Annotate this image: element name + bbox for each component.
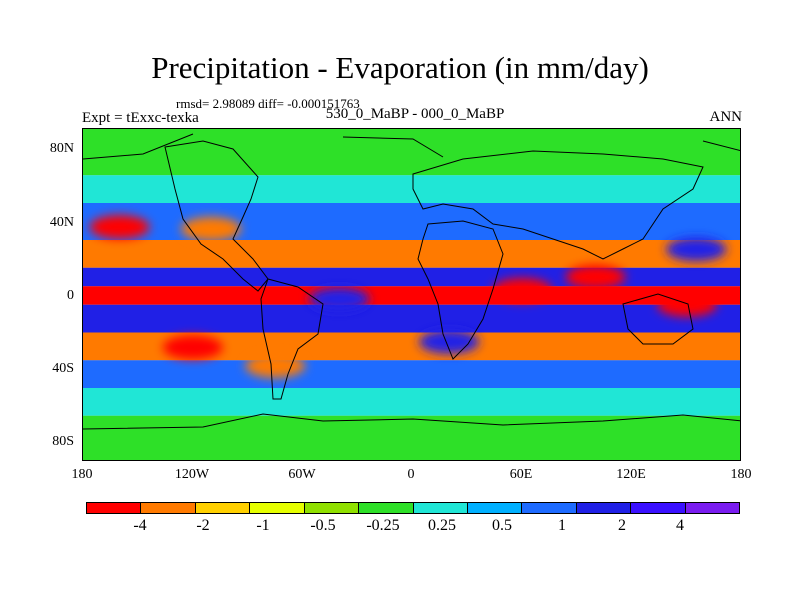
colorbar-label: 0.5 [492,517,512,534]
coastline-africa [417,220,504,360]
colorbar-label: 0.25 [428,517,456,534]
coastlines [83,133,740,430]
latitude-bands [83,129,740,460]
coastline-australia [622,293,694,345]
anomaly-patch [309,287,370,312]
latitude-band [83,286,740,305]
latitude-band [83,304,740,333]
lon-label-120e: 120E [616,467,646,482]
colorbar-label: -2 [196,517,210,534]
latitude-band [83,203,740,240]
latitude-band [83,129,740,176]
lat-label-0: 0 [67,288,74,303]
lat-label-80n: 80N [49,141,74,156]
colorbar-box-2 [141,503,196,513]
coastline-arctic [83,133,740,160]
lon-label-60e: 60E [509,467,533,482]
colorbar-box-1 [87,503,142,513]
lon-label-60w: 60W [288,467,316,482]
colorbar-label: 2 [618,517,626,534]
colorbar-box-7 [413,503,468,513]
colorbar-label: -1 [256,517,270,534]
colorbar [86,502,740,514]
latitude-band [83,415,740,460]
coastline-south-america [260,278,324,400]
lat-label-40n: 40N [49,215,74,230]
colorbar-box-4 [250,503,305,513]
coastline-north-america [164,140,269,292]
colorbar-box-9 [522,503,577,513]
colorbar-label: -4 [133,517,147,534]
colorbar-box-11 [631,503,686,513]
anomaly-patch [492,277,553,302]
colorbar-box-6 [359,503,414,513]
colorbar-box-10 [576,503,632,513]
map-title: Precipitation - Evaporation (in mm/day) [151,50,649,85]
latitude-band [83,388,740,416]
lon-label-180e: 180 [730,467,752,482]
colorbar-box-3 [195,503,251,513]
colorbar-label: -0.25 [366,517,400,534]
anomaly-patch [181,216,242,241]
anomaly-patch [666,237,727,262]
lon-label-120w: 120W [174,467,210,482]
comparison-label: 530_0_MaBP - 000_0_MaBP [325,106,505,122]
lat-label-80s: 80S [52,434,74,449]
coastline-eurasia [412,150,704,260]
latitude-band [83,175,740,203]
pe-difference-map [82,128,741,461]
colorbar-label: 4 [676,517,684,534]
latitude-band [83,360,740,388]
latitude-band [83,240,740,268]
regional-anomalies [89,215,727,378]
experiment-label: Expt = tExxc-texka [82,110,199,126]
lon-label-180w: 180 [71,467,93,482]
colorbar-box-12 [685,503,740,513]
anomaly-patch [565,265,626,289]
coastline-antarctica [83,413,740,430]
latitude-band [83,267,740,287]
lon-label-0: 0 [407,467,415,482]
colorbar-label: -0.5 [310,517,336,534]
anomaly-patch [89,215,150,240]
anomaly-patch [162,335,223,360]
anomaly-patch [245,353,306,378]
map-canvas [83,129,740,460]
colorbar-box-5 [304,503,360,513]
lat-label-40s: 40S [52,361,74,376]
colorbar-box-8 [467,503,523,513]
colorbar-label: 1 [558,517,566,534]
season-label: ANN [709,109,743,125]
rmsd-diff-stats: rmsd= 2.98089 diff= -0.000151763 [176,96,360,111]
